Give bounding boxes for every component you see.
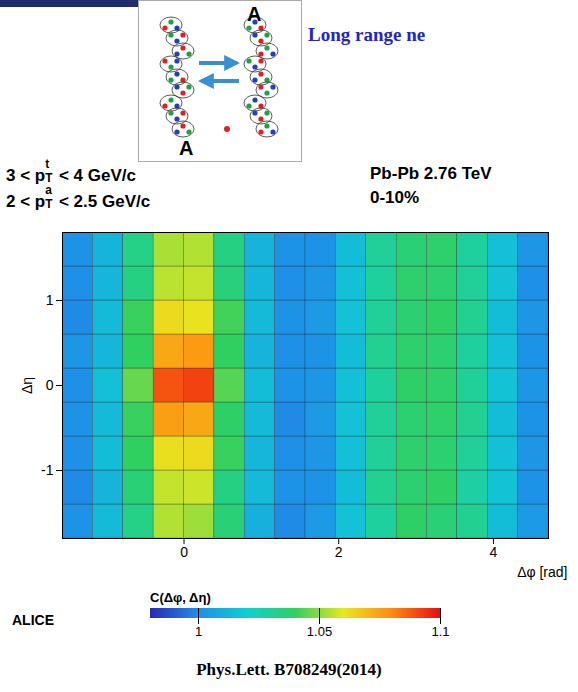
svg-text:1.05: 1.05 xyxy=(307,624,332,639)
svg-text:Δφ [rad]: Δφ [rad] xyxy=(517,564,567,580)
html-text:2 < p: 2 < p xyxy=(6,192,46,211)
svg-text:C(Δφ, Δη): C(Δφ, Δη) xyxy=(150,590,211,605)
html-text:T< 2.5 GeV/c: T< 2.5 GeV/c xyxy=(45,192,151,211)
html-text:Phys.Lett. B708249(2014): Phys.Lett. B708249(2014) xyxy=(196,660,382,679)
html-text:Long range ne: Long range ne xyxy=(308,24,426,45)
svg-text:0: 0 xyxy=(180,544,188,560)
html-text:Pb-Pb 2.76 TeV: Pb-Pb 2.76 TeV xyxy=(370,164,492,183)
html-text:3 < p: 3 < p xyxy=(6,166,46,185)
svg-text:4: 4 xyxy=(490,544,498,560)
svg-text:A: A xyxy=(179,137,193,159)
svg-text:1: 1 xyxy=(46,292,54,308)
html-text:ALICE: ALICE xyxy=(12,612,54,628)
svg-text:0: 0 xyxy=(46,377,54,393)
html-text:T< 4 GeV/c: T< 4 GeV/c xyxy=(45,166,136,185)
svg-text:2: 2 xyxy=(335,544,343,560)
html-text:t: t xyxy=(45,157,50,171)
html-text:a: a xyxy=(45,183,52,197)
svg-text:Δη: Δη xyxy=(19,377,35,394)
svg-text:1.1: 1.1 xyxy=(431,624,449,639)
svg-text:A: A xyxy=(247,3,261,25)
svg-text:1: 1 xyxy=(195,624,202,639)
html-text:0-10%: 0-10% xyxy=(370,188,420,207)
svg-text:-1: -1 xyxy=(41,462,54,478)
